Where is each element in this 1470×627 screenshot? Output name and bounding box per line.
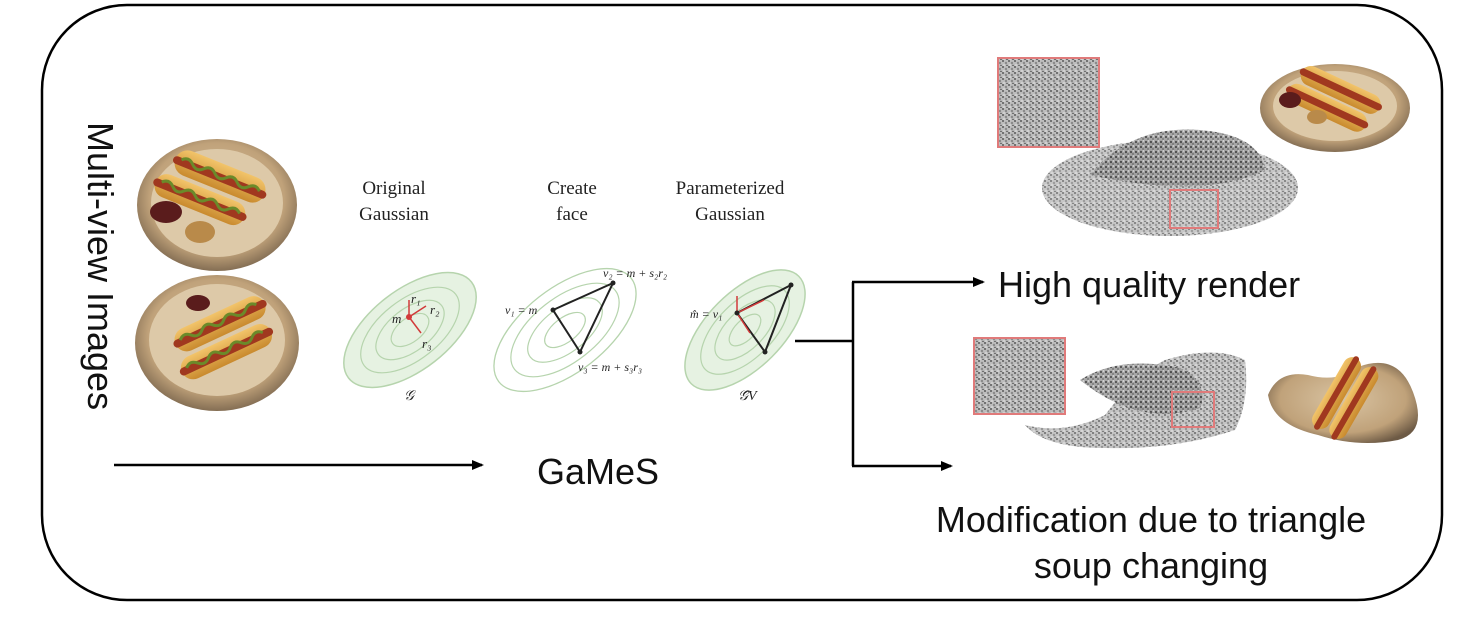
step-2-title-line1: Create [547, 178, 597, 199]
label-r3: r₃ [422, 336, 432, 351]
modification-zoom-inset [973, 337, 1066, 415]
modification-label-line1: Modification due to triangle [936, 499, 1366, 540]
modification-label-line2: soup changing [1034, 545, 1268, 586]
step-create-face: Create face v₂ = m + s₂r₂ v₁ = m v₃ = m … [493, 178, 667, 393]
label-r2: r₂ [430, 302, 440, 317]
branch-arrows [795, 277, 985, 471]
input-label: Multi-view Images [80, 122, 121, 410]
modification-plate-image [1268, 356, 1418, 444]
step-original-gaussian: Original Gaussian m r₁ r₂ r₃ 𝒢 [343, 178, 477, 404]
label-v3-eq: v₃ = m + s₃r₃ [578, 360, 642, 374]
label-m: m [392, 311, 401, 326]
step-parameterized-gaussian: Parameterized Gaussian m̂ = v₁ 𝒢̂V [676, 178, 806, 404]
step-3-title-line1: Parameterized [676, 178, 785, 199]
step-1-title-line2: Gaussian [359, 204, 429, 225]
step-1-title-line1: Original [362, 178, 425, 199]
input-image-bottom [135, 275, 299, 411]
symbol-gv: 𝒢̂V [738, 389, 758, 404]
step-2-title-line2: face [556, 204, 588, 225]
outer-frame [40, 3, 1444, 602]
modification-output [973, 337, 1418, 449]
label-mhat-eq: m̂ = v₁ [690, 307, 722, 321]
label-r1: r₁ [411, 291, 421, 306]
render-plate-image [1260, 64, 1410, 152]
render-zoom-inset [997, 57, 1100, 148]
render-output [997, 57, 1410, 236]
label-v1-eq: v₁ = m [505, 303, 538, 317]
symbol-g: 𝒢 [404, 389, 416, 404]
input-image-top [137, 139, 297, 271]
label-v2-eq: v₂ = m + s₂r₂ [603, 266, 667, 280]
render-label: High quality render [998, 264, 1300, 305]
method-name: GaMeS [537, 451, 659, 492]
step-3-title-line2: Gaussian [695, 204, 765, 225]
